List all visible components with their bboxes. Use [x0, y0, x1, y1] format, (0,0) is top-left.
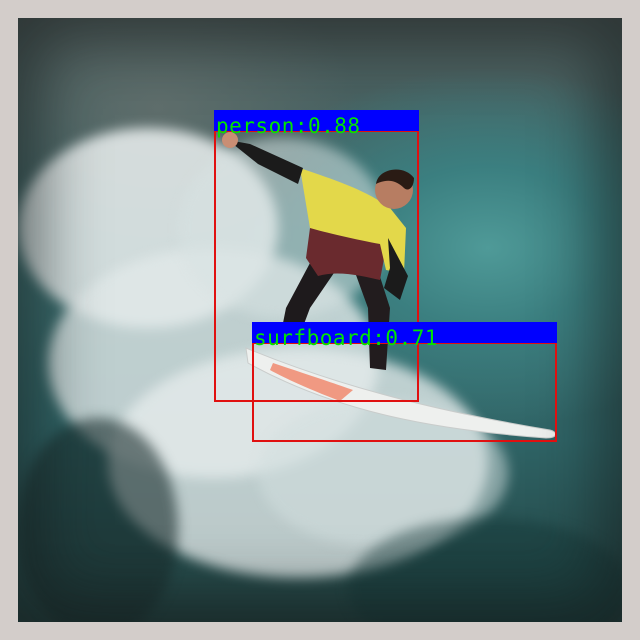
- surfer-hair: [376, 169, 414, 190]
- surfer-arm: [228, 140, 303, 184]
- surfer-figure: [222, 132, 556, 439]
- surfboard-pink: [270, 363, 353, 401]
- surfer-arm: [384, 238, 408, 300]
- surfboard-label-background: [252, 322, 557, 343]
- person-bounding-box: [214, 130, 419, 402]
- surfboard-bounding-box: [252, 342, 557, 442]
- surfboard-label: surfboard:0.71: [254, 326, 439, 350]
- person-label: person:0.88: [216, 114, 361, 138]
- dark-water: [348, 518, 622, 622]
- surfer-torso: [300, 168, 406, 273]
- person-label-background: [214, 110, 419, 131]
- dark-water: [18, 418, 178, 622]
- surfer-hand: [222, 132, 238, 148]
